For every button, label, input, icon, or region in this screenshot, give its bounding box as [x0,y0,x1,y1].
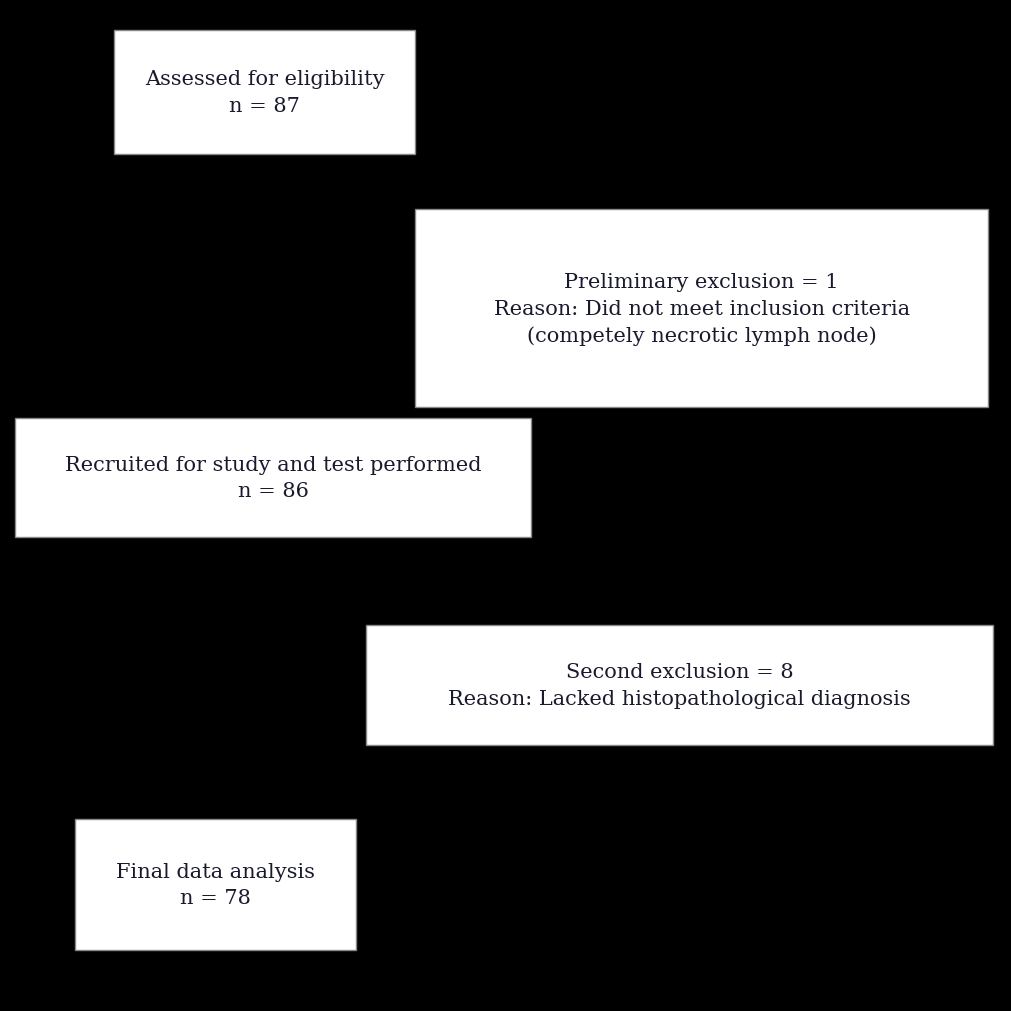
Text: Preliminary exclusion = 1
Reason: Did not meet inclusion criteria
(competely nec: Preliminary exclusion = 1 Reason: Did no… [493,273,910,346]
Text: Final data analysis
n = 78: Final data analysis n = 78 [116,862,314,907]
FancyBboxPatch shape [114,31,415,155]
FancyBboxPatch shape [15,419,531,538]
Text: Recruited for study and test performed
n = 86: Recruited for study and test performed n… [65,456,481,500]
Text: Second exclusion = 8
Reason: Lacked histopathological diagnosis: Second exclusion = 8 Reason: Lacked hist… [448,663,911,708]
FancyBboxPatch shape [366,626,993,745]
Text: Assessed for eligibility
n = 87: Assessed for eligibility n = 87 [145,71,385,115]
FancyBboxPatch shape [415,210,988,407]
FancyBboxPatch shape [75,819,356,950]
